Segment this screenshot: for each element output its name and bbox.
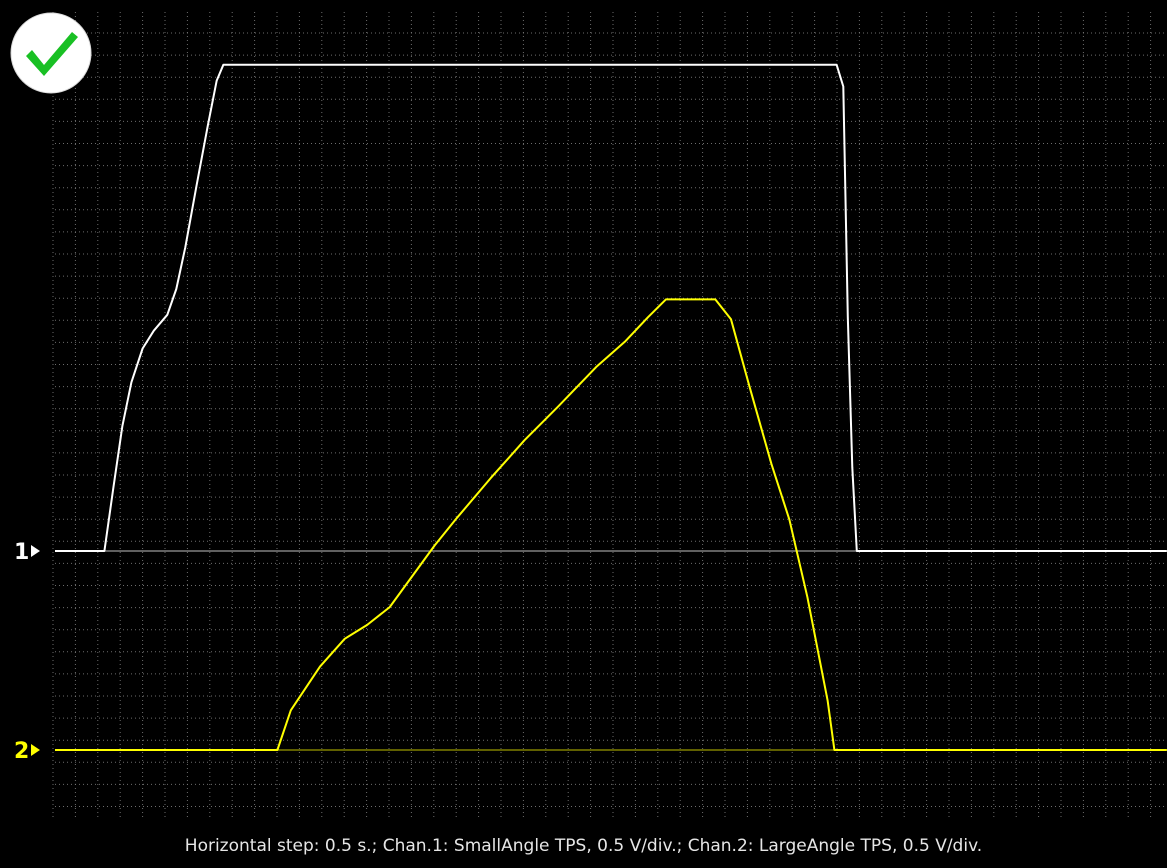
traces (55, 63, 1167, 751)
status-caption: Horizontal step: 0.5 s.; Chan.1: SmallAn… (184, 836, 983, 856)
channel-1-marker: 1 (14, 540, 29, 565)
status-icon-check (26, 32, 78, 76)
channel-1-trace (55, 63, 1167, 552)
channel-2-marker-arrow-icon (31, 744, 40, 756)
checkmark-icon (10, 12, 92, 94)
grid (52, 12, 1167, 818)
channel-2-marker: 2 (14, 739, 29, 764)
channel-markers: 12 (14, 540, 40, 764)
status-icon-circle (10, 12, 92, 94)
channel-1-marker-arrow-icon (31, 545, 40, 557)
channel-2-trace (55, 298, 1167, 751)
